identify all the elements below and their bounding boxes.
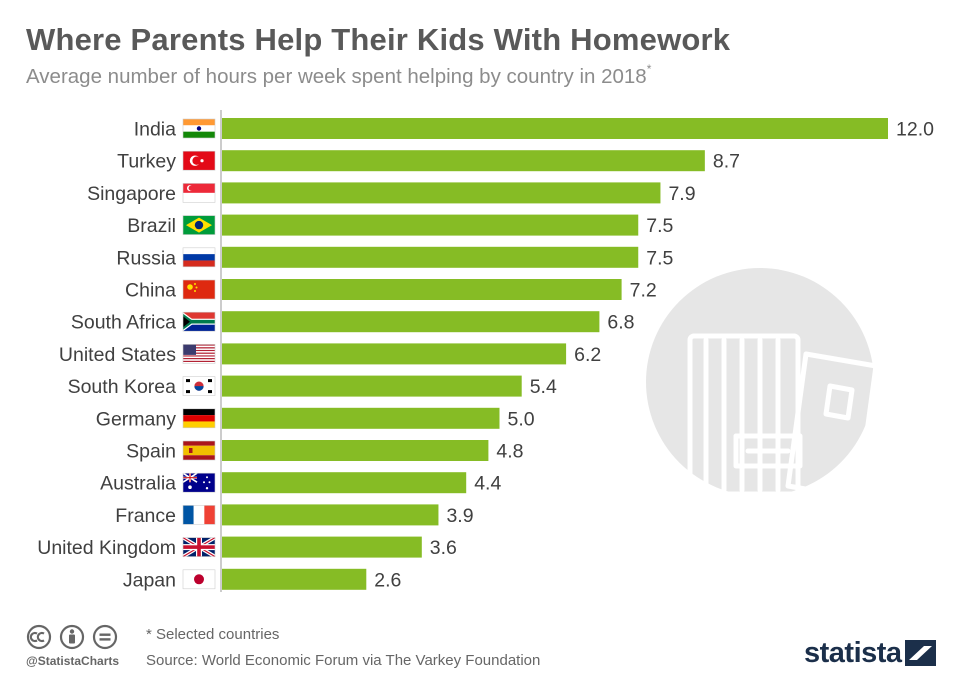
- statista-logo-icon: [904, 640, 936, 666]
- flag-united-kingdom-icon: [182, 536, 216, 559]
- category-label-russia: Russia: [116, 247, 176, 269]
- value-label-south-korea: 5.4: [530, 376, 557, 398]
- bar-australia: [222, 472, 467, 494]
- category-label-china: China: [125, 280, 176, 302]
- statista-logo[interactable]: statista: [804, 636, 936, 670]
- flag-brazil-icon: [182, 215, 216, 235]
- chart-title: Where Parents Help Their Kids With Homew…: [26, 22, 731, 57]
- value-label-united-kingdom: 3.6: [430, 537, 457, 559]
- creative-commons-icon: [26, 624, 52, 650]
- subtitle-footnote-marker: *: [646, 62, 652, 76]
- category-label-france: France: [115, 505, 176, 527]
- category-label-united-states: United States: [59, 344, 176, 366]
- category-label-south-africa: South Africa: [71, 312, 176, 334]
- flag-spain-icon: [182, 440, 216, 461]
- value-label-singapore: 7.9: [668, 183, 695, 205]
- category-label-turkey: Turkey: [117, 151, 176, 173]
- bar-south-africa: [222, 311, 600, 333]
- subtitle-text: Average number of hours per week spent h…: [26, 64, 647, 88]
- bar-germany: [222, 407, 500, 429]
- value-label-germany: 5.0: [508, 408, 535, 430]
- flag-france-icon: [182, 505, 216, 525]
- value-label-turkey: 8.7: [713, 151, 740, 173]
- flag-germany-icon: [182, 408, 216, 429]
- category-label-japan: Japan: [123, 569, 176, 591]
- category-label-united-kingdom: United Kingdom: [37, 537, 176, 559]
- value-label-russia: 7.5: [646, 247, 673, 269]
- flag-turkey-icon: [182, 150, 216, 171]
- statista-charts-handle[interactable]: @StatistaCharts: [26, 654, 120, 668]
- flag-australia-icon: [182, 472, 216, 493]
- flag-south-korea-icon: [182, 376, 216, 396]
- bar-south-korea: [222, 375, 522, 397]
- value-label-south-africa: 6.8: [607, 312, 634, 334]
- flag-singapore-icon: [182, 183, 216, 203]
- source-note: Source: World Economic Forum via The Var…: [146, 652, 541, 669]
- flag-japan-icon: [182, 569, 216, 590]
- value-label-spain: 4.8: [496, 441, 523, 463]
- bar-chart: India 12.0 Turkey 8.7 Singapore 7.9 Brazil 7.5 R…: [37, 110, 934, 592]
- flag-united-states-icon: [182, 344, 216, 364]
- category-label-germany: Germany: [96, 408, 176, 430]
- value-label-india: 12.0: [896, 119, 934, 141]
- value-label-brazil: 7.5: [646, 215, 673, 237]
- no-derivatives-icon: [92, 624, 118, 650]
- category-label-south-korea: South Korea: [68, 376, 177, 398]
- footnote: * Selected countries: [146, 626, 280, 643]
- flag-south-africa-icon: [182, 311, 216, 332]
- license-icons: [26, 624, 118, 650]
- category-label-singapore: Singapore: [87, 183, 176, 205]
- attribution-icon: [59, 624, 85, 650]
- value-label-united-states: 6.2: [574, 344, 601, 366]
- bar-united-states: [222, 343, 567, 365]
- flag-india-icon: [182, 118, 216, 139]
- category-label-india: India: [134, 119, 176, 141]
- bar-india: [222, 118, 888, 139]
- value-label-france: 3.9: [446, 505, 473, 527]
- bar-turkey: [222, 150, 705, 172]
- flag-china-icon: [182, 279, 216, 300]
- category-label-brazil: Brazil: [127, 215, 176, 237]
- bar-france: [222, 504, 439, 526]
- bar-brazil: [222, 214, 639, 236]
- value-label-japan: 2.6: [374, 569, 401, 591]
- bar-china: [222, 279, 622, 300]
- category-label-spain: Spain: [126, 441, 176, 463]
- flag-russia-icon: [182, 247, 216, 268]
- statista-wordmark: statista: [804, 636, 902, 669]
- bar-russia: [222, 246, 639, 268]
- value-label-australia: 4.4: [474, 473, 501, 495]
- bar-spain: [222, 440, 489, 461]
- bar-united-kingdom: [222, 536, 422, 558]
- chart-subtitle: Average number of hours per week spent h…: [26, 62, 652, 89]
- bar-japan: [222, 568, 367, 590]
- bar-singapore: [222, 182, 661, 204]
- value-label-china: 7.2: [630, 280, 657, 302]
- homework-books-icon: [646, 268, 879, 501]
- category-label-australia: Australia: [100, 473, 176, 495]
